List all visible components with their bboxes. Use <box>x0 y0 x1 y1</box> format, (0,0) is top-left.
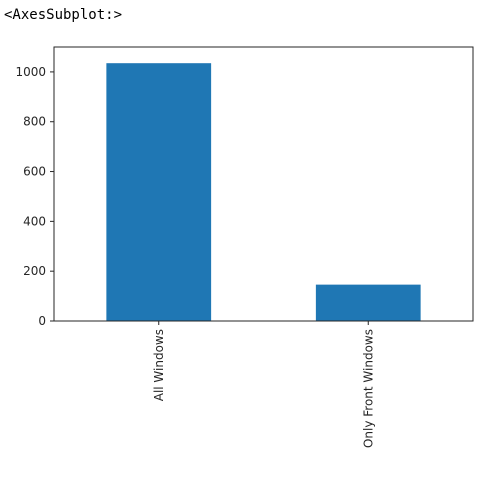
x-tick-label: Only Front Windows <box>361 329 375 448</box>
bar-all-windows <box>106 63 212 321</box>
y-tick-label: 800 <box>23 115 46 129</box>
bar-only-front-windows <box>315 284 421 321</box>
bars-group <box>106 63 421 321</box>
x-tick-label: All Windows <box>152 329 166 401</box>
cell-output-repr: <AxesSubplot:> <box>4 7 123 23</box>
axes-frame <box>53 46 474 322</box>
y-tick-label: 600 <box>23 165 46 179</box>
y-tick-label: 400 <box>23 214 46 228</box>
y-tick-label: 0 <box>38 314 46 328</box>
y-tick-label: 1000 <box>15 65 46 79</box>
y-tick-label: 200 <box>23 264 46 278</box>
x-axis-ticks: All Windows Only Front Windows <box>152 321 375 448</box>
y-axis-ticks: 0 200 400 600 800 1000 <box>15 65 54 328</box>
